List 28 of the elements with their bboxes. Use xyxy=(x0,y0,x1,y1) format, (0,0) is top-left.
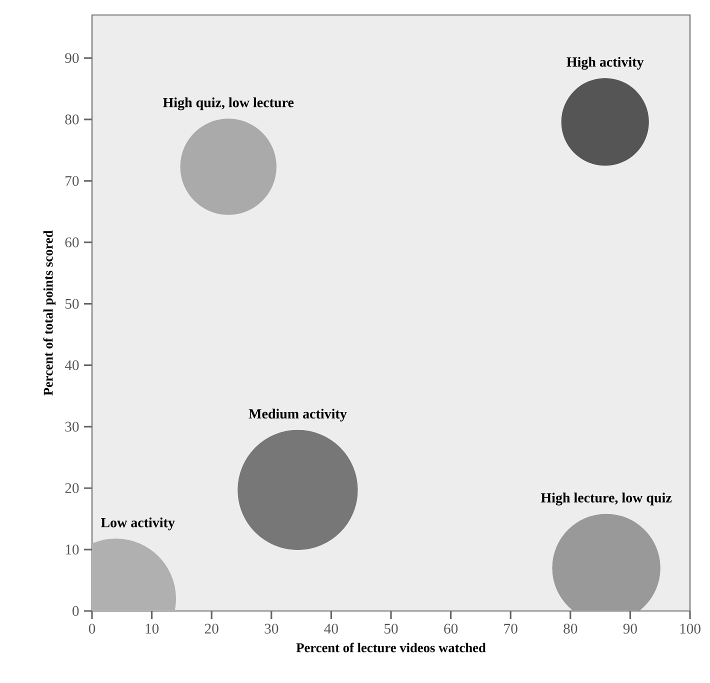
y-tick-label: 90 xyxy=(65,53,79,63)
annotation: Medium activity xyxy=(248,408,347,422)
x-tick-label: 20 xyxy=(204,624,218,634)
annotation: High activity xyxy=(566,56,644,70)
x-tick-label: 70 xyxy=(504,624,518,634)
x-tick-label: 90 xyxy=(623,624,637,634)
x-tick-label: 80 xyxy=(564,624,578,634)
x-tick-label: 40 xyxy=(324,624,338,634)
y-tick-label: 0 xyxy=(72,606,79,616)
y-tick-label: 30 xyxy=(65,422,79,432)
x-tick-label: 30 xyxy=(264,624,278,634)
y-tick-label: 60 xyxy=(65,237,79,248)
y-tick-label: 10 xyxy=(66,544,79,555)
y-tick-label: 80 xyxy=(65,114,79,124)
annotation: Low activity xyxy=(100,517,175,530)
y-tick-label: 40 xyxy=(64,360,79,370)
y-axis-title: Percent of total points scored xyxy=(43,230,56,396)
annotation: High lecture, low quiz xyxy=(540,492,672,506)
annotation: High quiz, low lecture xyxy=(162,97,294,110)
x-tick-label: 50 xyxy=(384,624,398,634)
x-tick-label: 0 xyxy=(88,624,96,634)
y-tick-label: 70 xyxy=(66,176,79,186)
x-tick-label: 100 xyxy=(680,624,700,634)
x-axis-title: Percent of lecture videos watched xyxy=(296,642,486,652)
y-tick-label: 50 xyxy=(65,298,79,309)
x-tick-label: 60 xyxy=(444,624,458,634)
y-tick-label: 20 xyxy=(65,483,79,494)
x-tick-label: 10 xyxy=(146,624,159,634)
